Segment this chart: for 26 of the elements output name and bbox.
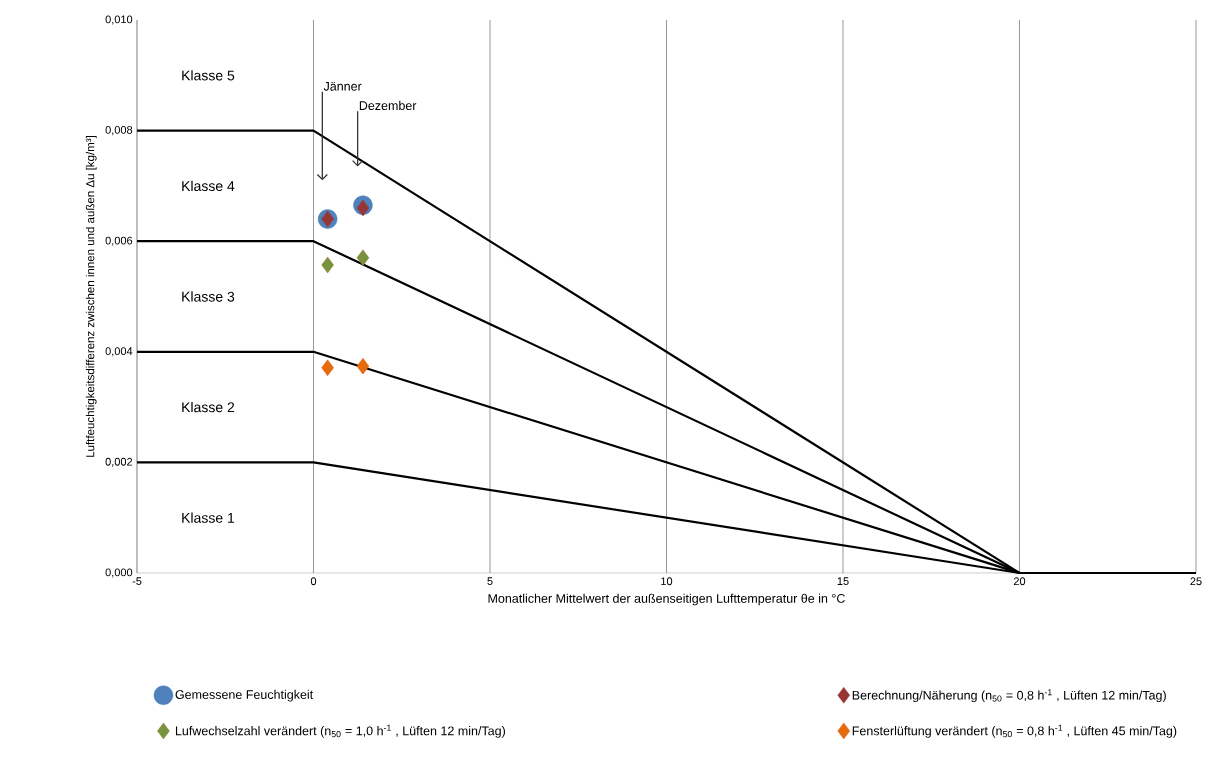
legend-label: Lufwechselzahl verändert (n$_{50}$ = 1,0 h$^{-1}$ , Lüften 12 min/Tag): [175, 724, 505, 738]
x-tick-label: -5: [132, 577, 142, 586]
annotation: Klasse 2: [182, 401, 235, 413]
y-tick-label: 0,006: [105, 236, 133, 246]
annotation: Klasse 1: [182, 512, 235, 523]
x-axis-title: Monatlicher Mittelwert der außenseitigen Lufttemperatur θe in °C: [488, 593, 845, 606]
y-tick-label: 0,004: [105, 347, 133, 357]
legend-label: Berechnung/Näherung (n$_{50}$ = 0,8 h$^{-1}$ , Lüften 12 min/Tag): [852, 689, 1166, 703]
annotation: Klasse 5: [182, 70, 235, 81]
x-tick-label: 10: [661, 577, 673, 586]
annotation: Klasse 4: [182, 180, 235, 192]
y-axis-title: Luftfeuchtigkeitsdifferenz zwischen innen und außen Δu [kg/m³]: [85, 136, 97, 457]
y-tick-label: 0,008: [105, 126, 133, 136]
x-tick-label: 5: [487, 577, 493, 586]
y-tick-label: 0,010: [105, 15, 133, 25]
annotation: Klasse 3: [182, 291, 235, 302]
legend-label: Gemessene Feuchtigkeit: [175, 689, 314, 702]
annotation: Jänner: [323, 81, 362, 91]
x-tick-label: 15: [837, 577, 849, 586]
y-tick-label: 0,002: [105, 457, 133, 467]
x-tick-label: 20: [1013, 577, 1026, 586]
x-tick-label: 25: [1190, 577, 1202, 586]
legend-label: Fensterlüftung verändert (n$_{50}$ = 0,8 h$^{-1}$ , Lüften 45 min/Tag): [852, 724, 1177, 738]
x-tick-label: 0: [310, 577, 317, 586]
y-tick-label: 0,000: [105, 568, 133, 578]
annotation: Dezember: [359, 100, 417, 111]
